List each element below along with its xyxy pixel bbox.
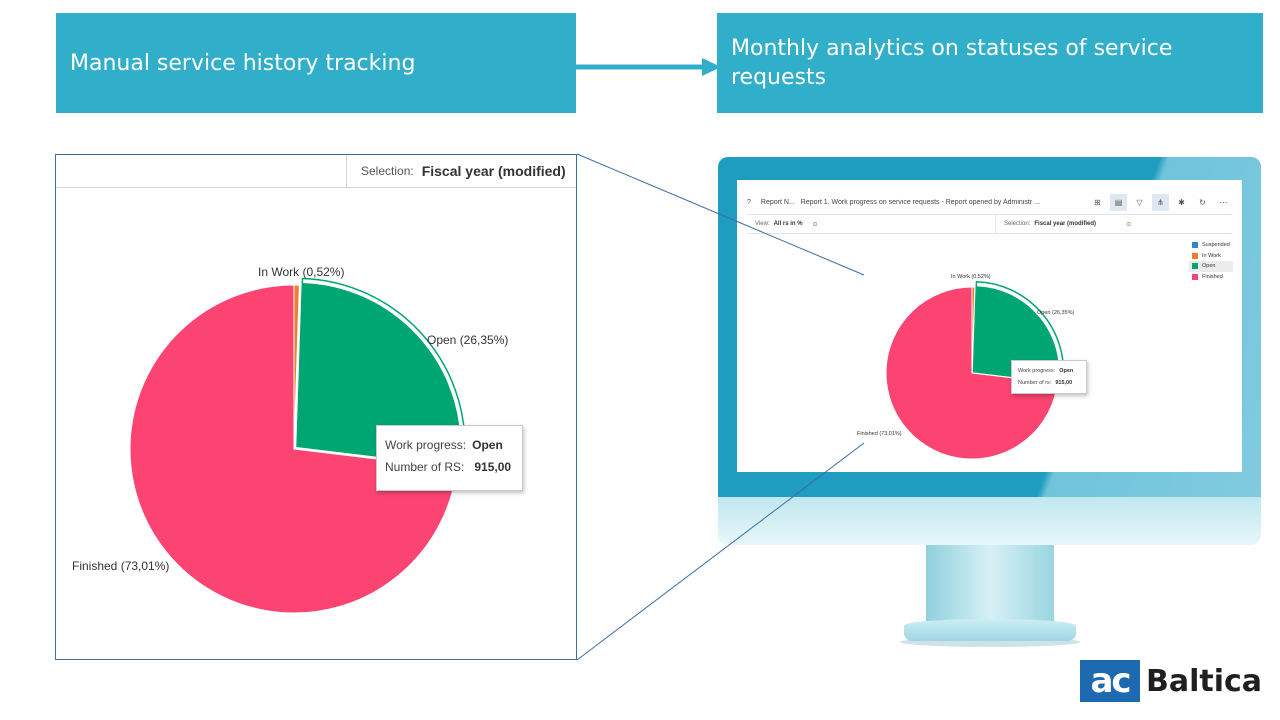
legend-item-in-work[interactable]: In Work xyxy=(1189,251,1233,262)
logo-mark: ac xyxy=(1080,660,1140,702)
legend-label: Open xyxy=(1202,263,1216,270)
screen-legend: Suspended In Work Open Finished xyxy=(1189,240,1233,282)
legend-label: Finished xyxy=(1202,273,1223,280)
zoom-label-in-work: In Work (0,52%) xyxy=(258,265,345,279)
legend-swatch xyxy=(1192,263,1198,270)
screen-label-finished: Finished (73,01%) xyxy=(857,431,902,437)
zoom-tooltip-count-label: Number of RS: xyxy=(385,460,465,474)
filter-icon[interactable]: ▽ xyxy=(1136,197,1143,207)
screen-tooltip-row-progress: Work progress: Open xyxy=(1018,365,1080,377)
screen-selection-selector[interactable]: Selection: Fiscal year (modified) ⊙ xyxy=(995,215,1131,233)
screen-tooltip-count-label: Number of rs: xyxy=(1018,380,1052,386)
legend-swatch xyxy=(1192,273,1198,280)
grid-icon[interactable]: ⊞ xyxy=(1094,197,1101,207)
logo-text: Baltica xyxy=(1146,663,1263,699)
banner-monthly-analytics: Monthly analytics on statuses of service… xyxy=(717,13,1263,113)
screen-tooltip-progress-value: Open xyxy=(1059,368,1074,374)
monitor-base xyxy=(904,619,1076,641)
zoom-tooltip: Work progress: Open Number of RS: 915,00 xyxy=(376,425,523,491)
monitor-screen: ? Report N... Report 1. Work progress on… xyxy=(737,180,1242,472)
screen-tooltip: Work progress: Open Number of rs: 915,00 xyxy=(1011,360,1087,394)
legend-label: In Work xyxy=(1202,252,1221,259)
screen-tooltip-count-value: 915,00 xyxy=(1055,380,1073,386)
zoom-tooltip-count-value: 915,00 xyxy=(474,460,512,474)
monitor-bezel xyxy=(718,497,1261,545)
zoom-slice-finished[interactable] xyxy=(129,284,458,614)
zoom-label-finished: Finished (73,01%) xyxy=(72,559,170,573)
zoom-label-open: Open (26,35%) xyxy=(427,333,509,347)
zoom-selection-label: Selection: xyxy=(361,164,414,178)
screen-pie-chart xyxy=(885,280,1065,460)
screen-label-open: Open (26,35%) xyxy=(1037,310,1075,316)
legend-swatch xyxy=(1192,242,1198,249)
zoom-selection[interactable]: Selection: Fiscal year (modified) xyxy=(346,155,576,187)
zoom-tooltip-row-progress: Work progress: Open xyxy=(385,434,514,456)
arrow-right-icon xyxy=(576,58,721,76)
screen-selection-dropdown-icon[interactable]: ⊙ xyxy=(1126,221,1132,228)
hierarchy-icon[interactable]: ⋔ xyxy=(1152,193,1169,211)
more-icon[interactable]: ⋯ xyxy=(1219,197,1228,207)
legend-swatch xyxy=(1192,252,1198,259)
screen-slice-finished[interactable] xyxy=(885,286,1058,460)
zoom-selection-value: Fiscal year (modified) xyxy=(421,163,566,179)
zoomed-report-panel: Selection: Fiscal year (modified) In Wor… xyxy=(55,154,577,660)
zoom-tooltip-row-count: Number of RS: 915,00 xyxy=(385,456,514,478)
screen-selection-value: Fiscal year (modified) xyxy=(1034,221,1097,227)
zoom-tooltip-progress-value: Open xyxy=(472,438,503,452)
banner-manual-tracking: Manual service history tracking xyxy=(56,13,576,113)
screen-report-title: Report 1. Work progress on service reque… xyxy=(800,198,1040,206)
zoom-pie-chart xyxy=(129,277,466,614)
zoom-tooltip-progress-label: Work progress: xyxy=(385,438,467,452)
banner-left-text: Manual service history tracking xyxy=(70,50,416,76)
screen-tooltip-progress-label: Work progress: xyxy=(1018,368,1056,374)
screen-tooltip-row-count: Number of rs: 915,00 xyxy=(1018,377,1080,389)
banner-right-text: Monthly analytics on statuses of service… xyxy=(731,36,1173,90)
legend-item-finished[interactable]: Finished xyxy=(1189,272,1233,283)
screen-label-in-work: In Work (0,52%) xyxy=(951,274,991,280)
acbaltica-logo: ac Baltica xyxy=(1080,660,1262,702)
monitor-shadow xyxy=(900,637,1080,647)
monitor-neck xyxy=(926,545,1054,623)
legend-item-open[interactable]: Open xyxy=(1189,261,1233,272)
screen-selection-label: Selection: xyxy=(1004,221,1031,227)
legend-item-suspended[interactable]: Suspended xyxy=(1189,240,1233,251)
refresh-icon[interactable]: ↻ xyxy=(1199,197,1206,207)
legend-label: Suspended xyxy=(1202,242,1230,249)
document-icon[interactable]: ▤ xyxy=(1110,193,1127,211)
zoom-header: Selection: Fiscal year (modified) xyxy=(56,155,576,188)
gear-icon[interactable]: ✱ xyxy=(1178,197,1185,207)
